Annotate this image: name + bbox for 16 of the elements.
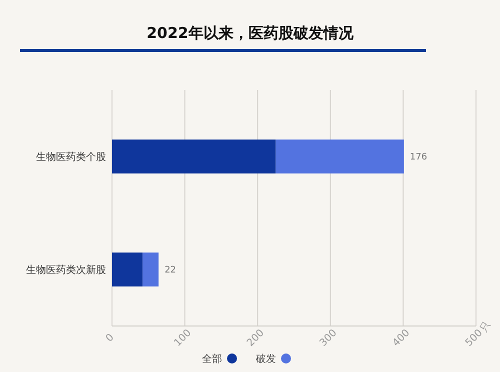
x-tick-label: 0 bbox=[104, 332, 116, 344]
y-tick-label: 生物医药类次新股 bbox=[26, 264, 106, 276]
x-tick-label: 100 bbox=[172, 328, 194, 349]
legend-label: 全部 bbox=[202, 353, 222, 365]
x-tick-label: 300 bbox=[318, 328, 340, 349]
bar bbox=[112, 252, 143, 286]
x-tick-label: 200 bbox=[245, 328, 266, 349]
bar bbox=[112, 140, 276, 174]
legend-label: 破发 bbox=[255, 353, 276, 365]
y-tick-label: 生物医药类个股 bbox=[36, 151, 106, 163]
bar bbox=[276, 140, 404, 174]
bar bbox=[142, 252, 159, 286]
x-tick-label: 400 bbox=[390, 328, 412, 349]
chart-title: 2022年以来，医药股破发情况 bbox=[146, 24, 354, 42]
data-label: 22 bbox=[164, 266, 176, 276]
data-label: 176 bbox=[410, 152, 428, 163]
